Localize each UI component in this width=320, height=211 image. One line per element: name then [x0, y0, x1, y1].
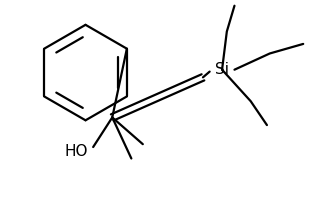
Text: HO: HO	[64, 144, 88, 159]
Text: Si: Si	[215, 62, 229, 77]
